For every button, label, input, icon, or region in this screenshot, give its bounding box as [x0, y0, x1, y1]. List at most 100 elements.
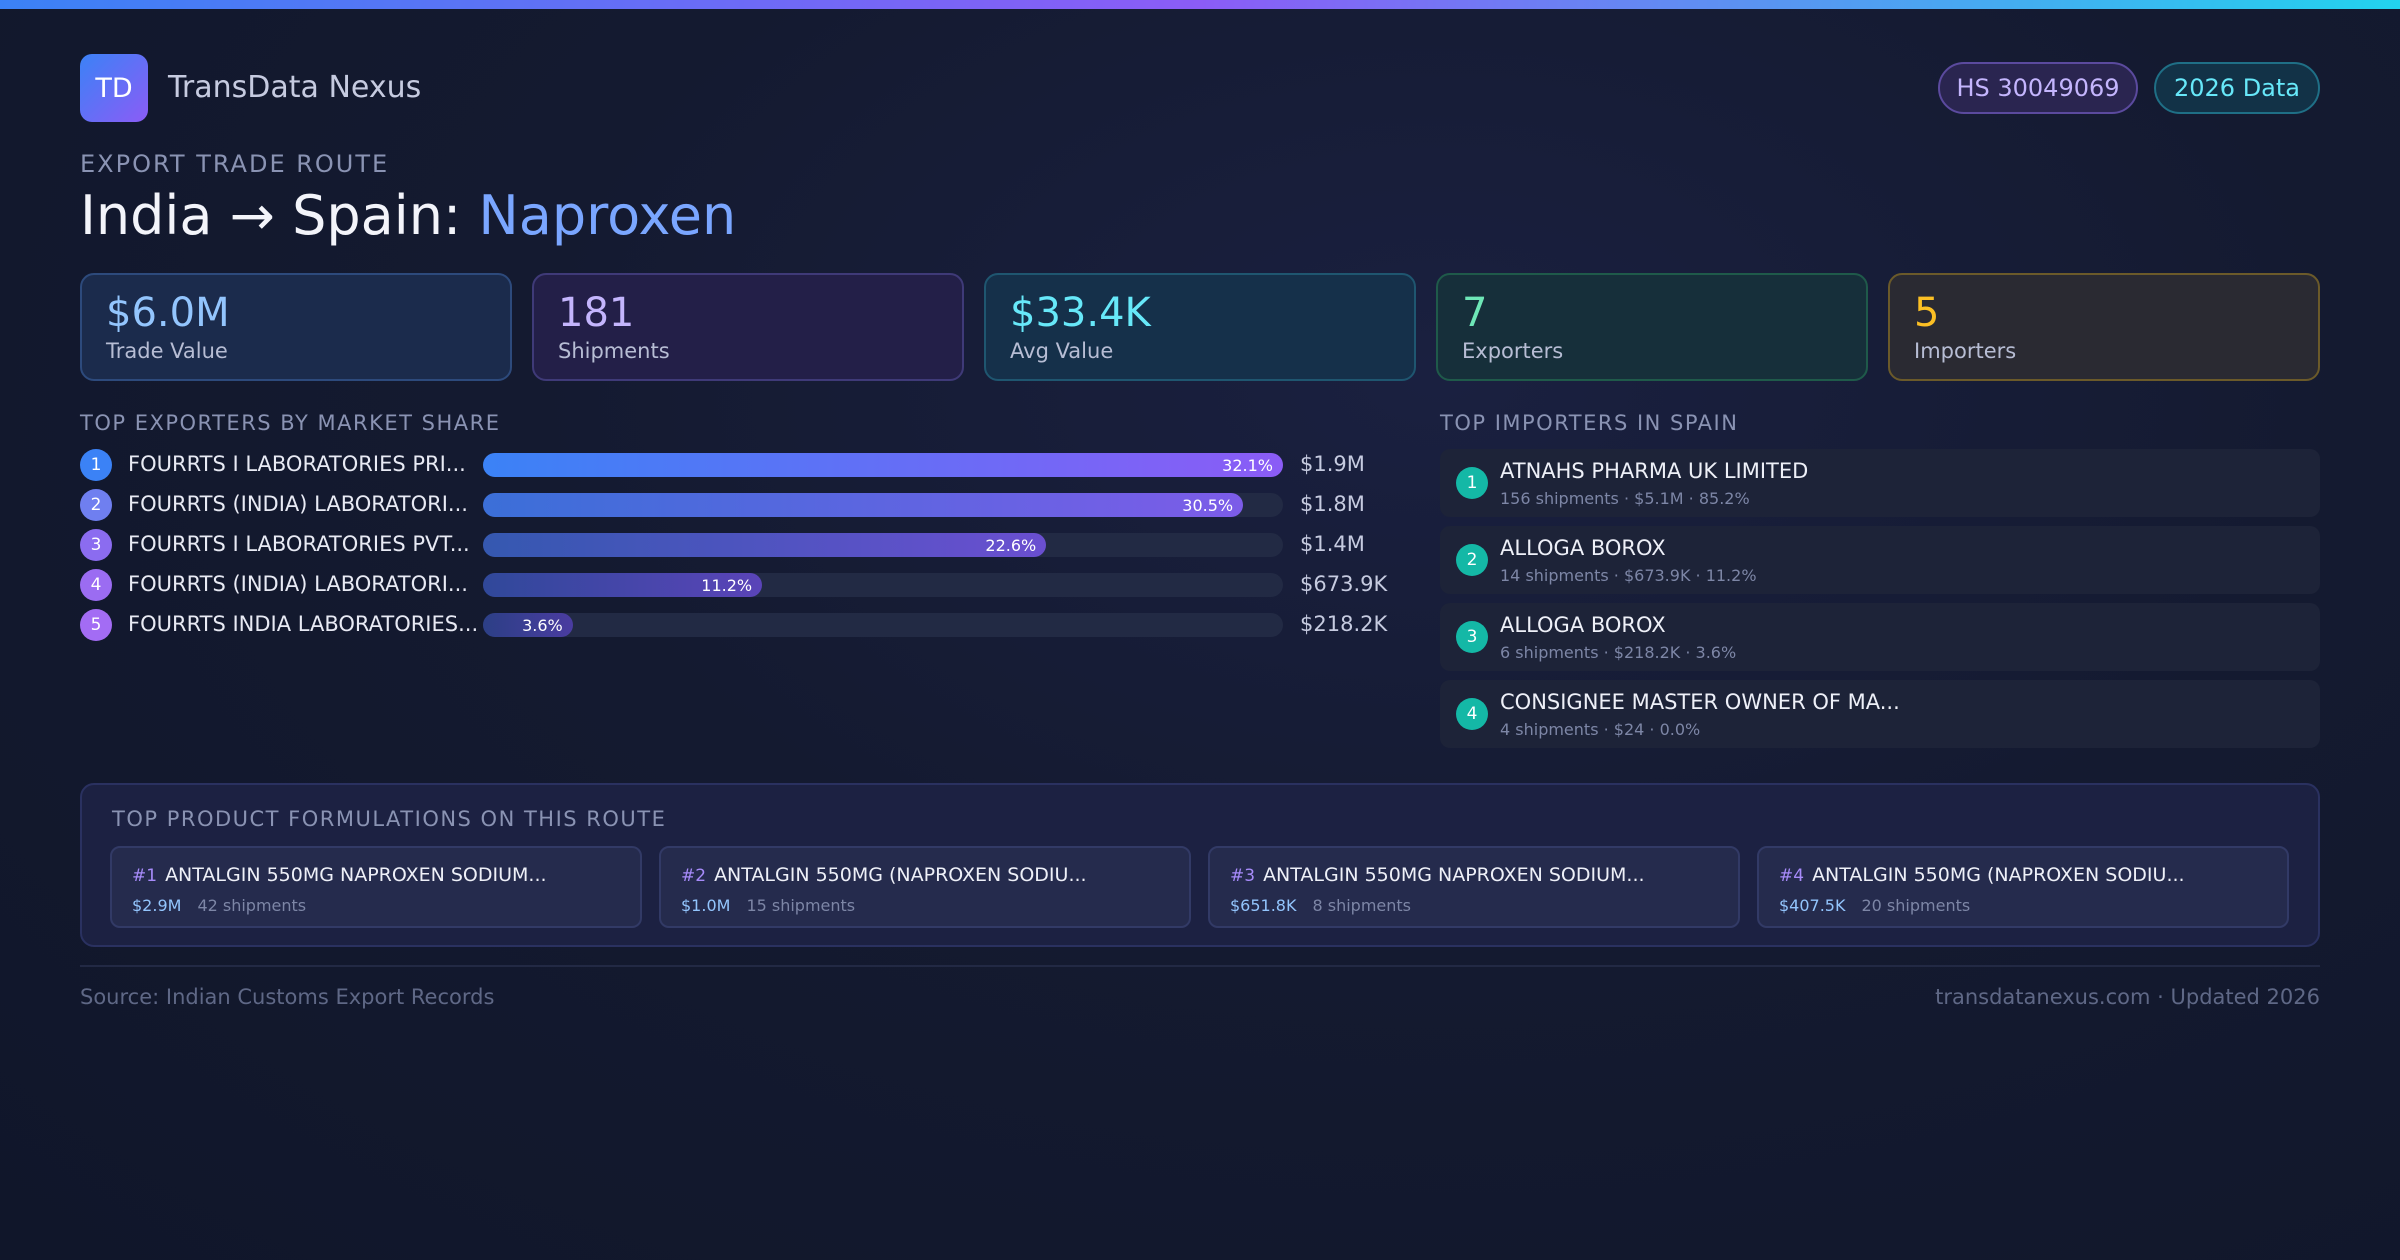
formulation-meta: $651.8K 8 shipments [1230, 896, 1411, 915]
formulation-shipments: 8 shipments [1312, 896, 1412, 915]
importer-card[interactable]: 1 ATNAHS PHARMA UK LIMITED 156 shipments… [1440, 449, 2320, 517]
formulation-rank: #2 [681, 866, 707, 886]
stat-label: Trade Value [106, 339, 228, 363]
rank-badge: 5 [80, 609, 112, 641]
importers-heading: TOP IMPORTERS IN SPAIN [1440, 411, 1739, 435]
formulation-rank: #1 [132, 866, 158, 886]
share-label: 30.5% [1182, 495, 1234, 515]
page: TD TransData Nexus HS 30049069 2026 Data… [80, 0, 2320, 1260]
stat-value: 181 [558, 290, 635, 336]
importer-card[interactable]: 4 CONSIGNEE MASTER OWNER OF MA... 4 ship… [1440, 680, 2320, 748]
rank-badge: 4 [1456, 698, 1488, 730]
rank-badge: 1 [1456, 467, 1488, 499]
share-bar-track: 22.6% [483, 533, 1283, 557]
header: TD TransData Nexus HS 30049069 2026 Data [80, 54, 2320, 122]
formulation-value: $651.8K [1230, 896, 1297, 915]
exporter-value: $1.9M [1300, 452, 1365, 476]
logo[interactable]: TD [80, 54, 148, 122]
formulation-value: $1.0M [681, 896, 731, 915]
formulation-value: $2.9M [132, 896, 182, 915]
rank-badge: 2 [1456, 544, 1488, 576]
importer-meta: 6 shipments · $218.2K · 3.6% [1500, 643, 1737, 662]
importer-meta: 14 shipments · $673.9K · 11.2% [1500, 566, 1757, 585]
stat-value: $6.0M [106, 290, 230, 336]
route-eyebrow: EXPORT TRADE ROUTE [80, 150, 390, 178]
exporter-row[interactable]: 3 FOURRTS I LABORATORIES PVT... 22.6% $1… [80, 529, 1460, 561]
stat-trade-value: $6.0M Trade Value [80, 273, 512, 381]
formulation-shipments: 15 shipments [746, 896, 856, 915]
formulation-value: $407.5K [1779, 896, 1846, 915]
formulation-rank: #4 [1779, 866, 1805, 886]
stat-importers: 5 Importers [1888, 273, 2320, 381]
formulation-card[interactable]: #4 ANTALGIN 550MG (NAPROXEN SODIU... $407… [1757, 846, 2289, 928]
stat-value: $33.4K [1010, 290, 1151, 336]
stat-avg-value: $33.4K Avg Value [984, 273, 1416, 381]
exporters-heading: TOP EXPORTERS BY MARKET SHARE [80, 411, 501, 435]
exporter-value: $1.4M [1300, 532, 1365, 556]
exporter-name: FOURRTS I LABORATORIES PVT... [128, 532, 470, 556]
formulations-heading: TOP PRODUCT FORMULATIONS ON THIS ROUTE [112, 807, 667, 831]
exporter-value: $218.2K [1300, 612, 1388, 636]
formulation-name: #1 ANTALGIN 550MG NAPROXEN SODIUM... [132, 864, 547, 886]
share-label: 22.6% [985, 535, 1037, 555]
exporter-row[interactable]: 4 FOURRTS (INDIA) LABORATORI... 11.2% $6… [80, 569, 1460, 601]
site-link[interactable]: transdatanexus.com · Updated 2026 [1935, 985, 2320, 1009]
importer-card[interactable]: 3 ALLOGA BOROX 6 shipments · $218.2K · 3… [1440, 603, 2320, 671]
importer-meta: 156 shipments · $5.1M · 85.2% [1500, 489, 1750, 508]
formulation-name: #3 ANTALGIN 550MG NAPROXEN SODIUM... [1230, 864, 1645, 886]
stat-cards: $6.0M Trade Value 181 Shipments $33.4K A… [80, 273, 2320, 381]
formulations-panel: TOP PRODUCT FORMULATIONS ON THIS ROUTE #… [80, 783, 2320, 947]
data-year-badge: 2026 Data [2154, 62, 2320, 114]
stat-label: Importers [1914, 339, 2017, 363]
stat-label: Shipments [558, 339, 670, 363]
rank-badge: 1 [80, 449, 112, 481]
stat-label: Exporters [1462, 339, 1564, 363]
formulation-card[interactable]: #1 ANTALGIN 550MG NAPROXEN SODIUM... $2.9… [110, 846, 642, 928]
formulation-title: ANTALGIN 550MG (NAPROXEN SODIU... [714, 864, 1087, 886]
stat-exporters: 7 Exporters [1436, 273, 1868, 381]
share-bar: 11.2% [483, 573, 763, 597]
exporter-row[interactable]: 2 FOURRTS (INDIA) LABORATORI... 30.5% $1… [80, 489, 1460, 521]
hs-code-badge: HS 30049069 [1938, 62, 2138, 114]
formulation-title: ANTALGIN 550MG NAPROXEN SODIUM... [1263, 864, 1645, 886]
share-bar-track: 11.2% [483, 573, 1283, 597]
formulation-shipments: 20 shipments [1861, 896, 1971, 915]
importer-card[interactable]: 2 ALLOGA BOROX 14 shipments · $673.9K · … [1440, 526, 2320, 594]
importer-meta: 4 shipments · $24 · 0.0% [1500, 720, 1701, 739]
exporter-name: FOURRTS (INDIA) LABORATORI... [128, 492, 468, 516]
share-bar: 22.6% [483, 533, 1047, 557]
share-bar-track: 30.5% [483, 493, 1283, 517]
stat-value: 7 [1462, 290, 1488, 336]
route-title: India → Spain: [80, 184, 479, 247]
formulation-rank: #3 [1230, 866, 1256, 886]
stat-value: 5 [1914, 290, 1940, 336]
share-label: 11.2% [701, 575, 753, 595]
page-title: India → Spain: Naproxen [80, 184, 736, 247]
share-bar: 3.6% [483, 613, 573, 637]
exporter-name: FOURRTS INDIA LABORATORIES... [128, 612, 479, 636]
brand-name[interactable]: TransData Nexus [168, 70, 422, 105]
share-bar-track: 32.1% [483, 453, 1283, 477]
importer-name: ALLOGA BOROX [1500, 536, 1666, 560]
formulation-meta: $407.5K 20 shipments [1779, 896, 1970, 915]
rank-badge: 3 [1456, 621, 1488, 653]
formulation-meta: $1.0M 15 shipments [681, 896, 855, 915]
formulation-shipments: 42 shipments [197, 896, 307, 915]
importer-name: ALLOGA BOROX [1500, 613, 1666, 637]
share-label: 32.1% [1222, 455, 1273, 475]
exporter-value: $673.9K [1300, 572, 1388, 596]
share-bar: 30.5% [483, 493, 1244, 517]
formulation-card[interactable]: #2 ANTALGIN 550MG (NAPROXEN SODIU... $1.0… [659, 846, 1191, 928]
importer-name: ATNAHS PHARMA UK LIMITED [1500, 459, 1809, 483]
accent-bar [0, 0, 2400, 9]
exporter-row[interactable]: 5 FOURRTS INDIA LABORATORIES... 3.6% $21… [80, 609, 1460, 641]
formulation-title: ANTALGIN 550MG (NAPROXEN SODIU... [1812, 864, 2185, 886]
exporter-row[interactable]: 1 FOURRTS I LABORATORIES PRI... 32.1% $1… [80, 449, 1460, 481]
rank-badge: 2 [80, 489, 112, 521]
share-bar-track: 3.6% [483, 613, 1283, 637]
stat-label: Avg Value [1010, 339, 1114, 363]
formulation-card[interactable]: #3 ANTALGIN 550MG NAPROXEN SODIUM... $651… [1208, 846, 1740, 928]
rank-badge: 3 [80, 529, 112, 561]
formulation-title: ANTALGIN 550MG NAPROXEN SODIUM... [165, 864, 547, 886]
formulation-name: #4 ANTALGIN 550MG (NAPROXEN SODIU... [1779, 864, 2185, 886]
